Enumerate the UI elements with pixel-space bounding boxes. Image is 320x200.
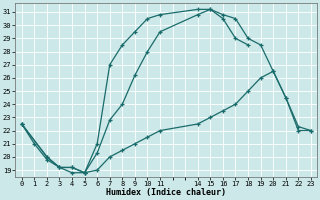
X-axis label: Humidex (Indice chaleur): Humidex (Indice chaleur)	[106, 188, 226, 197]
